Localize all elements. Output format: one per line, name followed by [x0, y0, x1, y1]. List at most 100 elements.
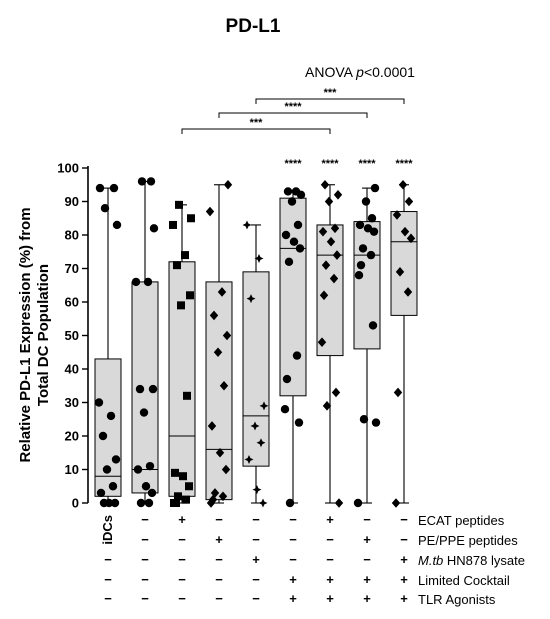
- y-tick-label: 50: [65, 328, 79, 343]
- data-point: [406, 233, 416, 244]
- data-point: [223, 179, 233, 190]
- condition-mark: +: [326, 512, 334, 527]
- y-tick-label: 0: [72, 496, 79, 511]
- condition-mark: +: [400, 591, 408, 606]
- condition-mark: −: [400, 512, 408, 527]
- condition-mark: +: [326, 572, 334, 587]
- y-tick-label: 80: [65, 228, 79, 243]
- data-point: [358, 244, 368, 253]
- data-point: [280, 405, 290, 414]
- data-point: [144, 498, 154, 508]
- box: [279, 197, 307, 397]
- data-point: [281, 230, 291, 240]
- data-point: [320, 179, 330, 190]
- data-point: [186, 291, 194, 300]
- condition-mark: −: [326, 532, 334, 547]
- data-point: [292, 351, 302, 360]
- condition-mark: −: [178, 552, 186, 567]
- condition-mark: −: [252, 512, 260, 527]
- data-point: [175, 200, 183, 209]
- data-point: [137, 177, 147, 186]
- condition-mark: +: [400, 572, 408, 587]
- comparison-bracket: [218, 112, 368, 118]
- condition-mark: −: [252, 591, 260, 606]
- comparison-bracket: [255, 98, 405, 104]
- data-point: [353, 498, 363, 508]
- condition-mark: −: [215, 512, 223, 527]
- data-point: [209, 310, 219, 321]
- data-point: [181, 251, 189, 260]
- data-point: [95, 183, 105, 193]
- data-point: [293, 220, 303, 230]
- box: [242, 271, 270, 467]
- condition-table: iDCs − + − − − + − − ECAT peptides− − + − − − + − PE/PPE …: [100, 512, 525, 607]
- significance-label: ****: [395, 158, 413, 170]
- condition-mark: +: [326, 591, 334, 606]
- box: [168, 261, 196, 497]
- data-point: [361, 197, 371, 206]
- condition-mark: +: [289, 591, 297, 606]
- condition-mark: −: [104, 591, 112, 606]
- data-point: [141, 482, 151, 491]
- data-point: [367, 214, 377, 223]
- data-point: [139, 408, 149, 417]
- data-point: [185, 482, 193, 491]
- data-point: [136, 498, 146, 508]
- data-point: [393, 387, 403, 398]
- data-point: [395, 267, 405, 277]
- condition-mark: −: [215, 591, 223, 606]
- condition-mark: −: [289, 512, 297, 527]
- significance-label: ****: [284, 158, 302, 170]
- condition-mark: −: [363, 512, 371, 527]
- box: [316, 224, 344, 357]
- data-point: [147, 488, 157, 498]
- y-tick-label: 30: [65, 395, 79, 410]
- data-point: [334, 498, 344, 508]
- condition-mark: −: [400, 532, 408, 547]
- data-point: [333, 190, 343, 200]
- data-point: [282, 374, 292, 384]
- chart-title: PD-L1: [226, 16, 281, 37]
- data-point: [99, 498, 109, 508]
- data-point: [110, 498, 120, 508]
- y-tick-label: 90: [65, 194, 79, 209]
- data-point: [404, 196, 414, 207]
- data-point: [133, 465, 143, 474]
- data-point: [368, 321, 378, 330]
- condition-mark: −: [104, 552, 112, 567]
- data-point: [94, 398, 104, 407]
- data-point: [259, 401, 269, 411]
- box: [94, 358, 122, 497]
- data-point: [318, 226, 328, 237]
- data-point: [109, 183, 119, 193]
- data-point: [256, 438, 266, 448]
- data-point: [102, 465, 112, 474]
- data-point: [403, 287, 413, 297]
- data-point: [177, 301, 185, 310]
- comparison-label: ***: [324, 87, 338, 99]
- data-point: [283, 187, 293, 196]
- data-point: [213, 347, 223, 358]
- data-point: [148, 384, 158, 394]
- data-point: [319, 290, 329, 301]
- comparison-label: ***: [250, 117, 264, 129]
- data-point: [246, 294, 256, 304]
- y-axis-label-line2: Total DC Population: [35, 264, 52, 406]
- condition-mark: −: [252, 572, 260, 587]
- data-point: [218, 491, 228, 502]
- condition-mark: −: [215, 572, 223, 587]
- data-point: [370, 183, 380, 193]
- data-point: [221, 464, 231, 475]
- data-point: [171, 468, 179, 477]
- data-point: [145, 461, 155, 471]
- data-point: [108, 482, 118, 491]
- data-point: [169, 220, 177, 229]
- data-point: [258, 498, 268, 508]
- data-point: [250, 421, 260, 431]
- data-point: [170, 499, 178, 507]
- data-point: [174, 492, 182, 501]
- data-point: [398, 179, 408, 190]
- data-point: [356, 260, 366, 270]
- condition-mark: +: [178, 512, 186, 527]
- condition-mark: +: [252, 552, 260, 567]
